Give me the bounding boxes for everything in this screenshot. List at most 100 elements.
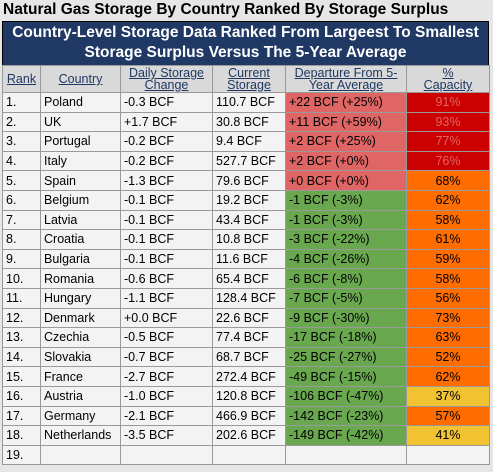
table-cell: 10.8 BCF: [212, 229, 286, 250]
header-line: Departure From 5-: [294, 66, 398, 80]
table-row: 10. Romania -0.6 BCF 65.4 BCF -6 BCF (-8%) 58…: [2, 268, 490, 289]
table-cell: 65.4 BCF: [212, 268, 286, 289]
table-cell: 59%: [406, 248, 490, 270]
table-row: 17. Germany -2.1 BCF 466.9 BCF -142 BCF (-23…: [2, 405, 490, 427]
column-header: Rank: [2, 65, 41, 93]
table-row: 14. Slovakia -0.7 BCF 68.7 BCF -25 BCF (-27%…: [2, 346, 490, 368]
table-cell: 41%: [406, 425, 490, 446]
table-cell: [40, 444, 121, 466]
table-cell: +11 BCF (+59%): [285, 111, 407, 133]
table-cell: 18.: [2, 425, 41, 446]
table-cell: 52%: [406, 346, 490, 368]
table-cell: 11.: [2, 287, 41, 309]
table-body: 1. Poland -0.3 BCF 110.7 BCF +22 BCF (+25%) 9…: [2, 92, 490, 466]
subtitle-box: Country-Level Storage Data Ranked From L…: [2, 21, 489, 66]
table-cell: 43.4 BCF: [212, 209, 286, 231]
table-cell: Austria: [40, 385, 121, 407]
table-cell: 17.: [2, 405, 41, 427]
header-line: Rank: [6, 72, 37, 86]
table-cell: -0.1 BCF: [120, 189, 213, 211]
table-cell: 3.: [2, 131, 41, 152]
table-row: 12. Denmark +0.0 BCF 22.6 BCF -9 BCF (-30%) 7…: [2, 307, 490, 329]
table-row: 11. Hungary -1.1 BCF 128.4 BCF -7 BCF (-5%) 5…: [2, 287, 490, 309]
header-line: Change: [144, 78, 189, 92]
table-cell: Spain: [40, 170, 121, 191]
table-cell: 272.4 BCF: [212, 366, 286, 387]
column-header: Daily Storage Change: [120, 65, 213, 93]
table-row: 5. Spain -1.3 BCF 79.6 BCF +0 BCF (+0%) 68%: [2, 170, 490, 191]
table-cell: [406, 444, 490, 466]
table-cell: France: [40, 366, 121, 387]
table-row: 18. Netherlands -3.5 BCF 202.6 BCF -149 BCF …: [2, 425, 490, 446]
table-cell: -0.1 BCF: [120, 229, 213, 250]
table-cell: -142 BCF (-23%): [285, 405, 407, 427]
table-cell: 202.6 BCF: [212, 425, 286, 446]
table-cell: -6 BCF (-8%): [285, 268, 407, 289]
table-row: 8. Croatia -0.1 BCF 10.8 BCF -3 BCF (-22%) 61…: [2, 229, 490, 250]
table-cell: -106 BCF (-47%): [285, 385, 407, 407]
table-cell: -7 BCF (-5%): [285, 287, 407, 309]
table-cell: Bulgaria: [40, 248, 121, 270]
table-cell: Poland: [40, 92, 121, 113]
header-line: Daily Storage: [128, 66, 205, 80]
table-cell: Netherlands: [40, 425, 121, 446]
table-cell: 128.4 BCF: [212, 287, 286, 309]
table-cell: 62%: [406, 366, 490, 387]
table-cell: 30.8 BCF: [212, 111, 286, 133]
table-cell: -0.6 BCF: [120, 268, 213, 289]
table-cell: Germany: [40, 405, 121, 427]
table-cell: 7.: [2, 209, 41, 231]
table-cell: 62%: [406, 189, 490, 211]
subtitle-line: Storage Surplus Versus The 5-Year Averag…: [84, 44, 407, 61]
table-cell: 77%: [406, 131, 490, 152]
table-cell: -0.1 BCF: [120, 209, 213, 231]
table-cell: 76%: [406, 150, 490, 172]
table-cell: 8.: [2, 229, 41, 250]
table-cell: 466.9 BCF: [212, 405, 286, 427]
table-cell: +1.7 BCF: [120, 111, 213, 133]
table-row: 2. UK +1.7 BCF 30.8 BCF +11 BCF (+59%) 93%: [2, 111, 490, 133]
header-line: Year Average: [308, 78, 384, 92]
table-cell: -1 BCF (-3%): [285, 189, 407, 211]
header-line: Storage: [227, 78, 271, 92]
table-cell: 527.7 BCF: [212, 150, 286, 172]
column-header: Country: [40, 65, 121, 93]
table-cell: 79.6 BCF: [212, 170, 286, 191]
table-cell: 6.: [2, 189, 41, 211]
table-cell: 19.: [2, 444, 41, 466]
table-cell: 93%: [406, 111, 490, 133]
table-cell: +22 BCF (+25%): [285, 92, 407, 113]
table-cell: -4 BCF (-26%): [285, 248, 407, 270]
table-cell: Croatia: [40, 229, 121, 250]
column-header: Current Storage: [212, 65, 286, 93]
table-row: 19.: [2, 444, 490, 466]
table-cell: 77.4 BCF: [212, 327, 286, 348]
table-cell: 120.8 BCF: [212, 385, 286, 407]
table-cell: 56%: [406, 287, 490, 309]
table-cell: [212, 444, 286, 466]
table-cell: Italy: [40, 150, 121, 172]
table-row: 15. France -2.7 BCF 272.4 BCF -49 BCF (-15%)…: [2, 366, 490, 387]
table-cell: -17 BCF (-18%): [285, 327, 407, 348]
table-cell: +0.0 BCF: [120, 307, 213, 329]
table-cell: 16.: [2, 385, 41, 407]
table-cell: 13.: [2, 327, 41, 348]
header-row: Rank Country Daily Storage Change Current Sto…: [2, 65, 490, 93]
table-cell: 63%: [406, 327, 490, 348]
table-cell: 91%: [406, 92, 490, 113]
table-cell: -49 BCF (-15%): [285, 366, 407, 387]
table-cell: 58%: [406, 268, 490, 289]
table-row: 4. Italy -0.2 BCF 527.7 BCF +2 BCF (+0%) 76%: [2, 150, 490, 172]
table-cell: -1.3 BCF: [120, 170, 213, 191]
storage-table: Rank Country Daily Storage Change Current Sto…: [2, 65, 490, 466]
header-line: Current: [228, 66, 270, 80]
table-cell: 68.7 BCF: [212, 346, 286, 368]
table-cell: 110.7 BCF: [212, 92, 286, 113]
header-line: %: [442, 66, 454, 80]
table-cell: -149 BCF (-42%): [285, 425, 407, 446]
table-cell: -3.5 BCF: [120, 425, 213, 446]
table-cell: [285, 444, 407, 466]
table-cell: Hungary: [40, 287, 121, 309]
table-cell: Romania: [40, 268, 121, 289]
